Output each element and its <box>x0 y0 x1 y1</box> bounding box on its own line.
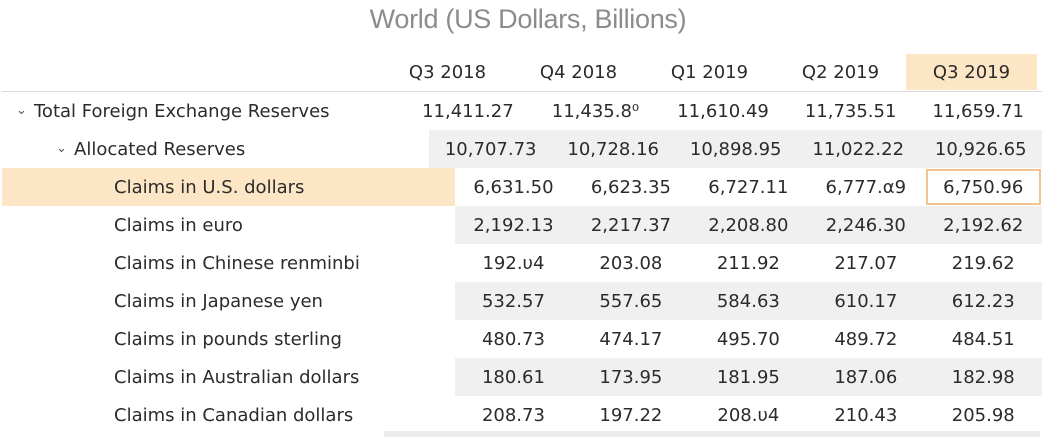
table-cell[interactable]: 210.43 <box>834 404 898 426</box>
table-title: World (US Dollars, Billions) <box>369 4 687 34</box>
table-cell[interactable]: 6,623.35 <box>590 176 671 198</box>
table-cell[interactable]: 2,192.13 <box>454 206 573 244</box>
column-header-row: Q3 2018 Q4 2018 Q1 2019 Q2 2019 Q3 2019 <box>2 53 1042 92</box>
row-label[interactable]: Claims in Australian dollars <box>2 358 455 396</box>
table-cell[interactable]: 10,898.95 <box>674 130 797 168</box>
column-header-q2-2019[interactable]: Q2 2019 <box>801 61 880 83</box>
row-label-text: Allocated Reserves <box>74 138 246 160</box>
table-cell[interactable]: 6,777.α9 <box>825 176 907 198</box>
table-cell[interactable]: 219.62 <box>951 252 1015 274</box>
row-label[interactable]: Claims in U.S. dollars <box>2 168 455 206</box>
data-grid: Q3 2018 Q4 2018 Q1 2019 Q2 2019 Q3 2019 … <box>2 53 1042 434</box>
selected-cell[interactable]: 6,750.96 <box>924 168 1042 206</box>
table-cell[interactable]: 192.υ4 <box>482 252 545 274</box>
table-cell[interactable]: 484.51 <box>951 328 1015 350</box>
row-label[interactable]: Claims in Chinese renminbi <box>2 244 455 282</box>
table-cell[interactable]: 610.17 <box>807 282 925 320</box>
table-row[interactable]: Claims in Japanese yen 532.57 557.65 584… <box>2 282 1042 320</box>
table-cell[interactable]: 180.61 <box>454 358 573 396</box>
table-cell[interactable]: 208.73 <box>481 404 545 426</box>
table-cell[interactable]: 489.72 <box>834 328 898 350</box>
column-header-q3-2018[interactable]: Q3 2018 <box>408 61 487 83</box>
table-row[interactable]: Claims in Canadian dollars 208.73 197.22… <box>2 396 1042 434</box>
table-cell[interactable]: 612.23 <box>924 282 1042 320</box>
row-label-text: Claims in Chinese renminbi <box>114 252 360 274</box>
table-cell[interactable]: 2,246.30 <box>807 206 925 244</box>
table-cell[interactable]: 173.95 <box>572 358 690 396</box>
table-cell[interactable]: 495.70 <box>716 328 780 350</box>
table-cell[interactable]: 187.06 <box>807 358 925 396</box>
table-cell[interactable]: 11,659.71 <box>932 100 1024 122</box>
table-cell[interactable]: 10,728.16 <box>551 130 675 168</box>
next-row-edge <box>384 431 1040 437</box>
chevron-down-icon[interactable]: ⌄ <box>56 141 67 156</box>
table-row[interactable]: ⌄ Total Foreign Exchange Reserves 11,411… <box>2 92 1042 130</box>
row-label[interactable]: Claims in euro <box>2 206 455 244</box>
table-cell[interactable]: 6,631.50 <box>473 176 554 198</box>
table-cell[interactable]: 474.17 <box>599 328 663 350</box>
row-label-text: Claims in U.S. dollars <box>114 176 305 198</box>
table-row[interactable]: Claims in pounds sterling 480.73 474.17 … <box>2 320 1042 358</box>
row-label[interactable]: Claims in Canadian dollars <box>2 396 455 434</box>
column-header-q1-2019[interactable]: Q1 2019 <box>670 61 749 83</box>
table-cell[interactable]: 181.95 <box>689 358 808 396</box>
row-label[interactable]: Claims in Japanese yen <box>2 282 455 320</box>
row-label-text: Claims in Canadian dollars <box>114 404 354 426</box>
table-cell[interactable]: 11,411.27 <box>422 100 514 122</box>
table-cell[interactable]: 6,727.11 <box>708 176 789 198</box>
table-row[interactable]: Claims in euro 2,192.13 2,217.37 2,208.8… <box>2 206 1042 244</box>
row-label-text: Claims in pounds sterling <box>114 328 342 350</box>
table-cell[interactable]: 197.22 <box>599 404 663 426</box>
chevron-down-icon[interactable]: ⌄ <box>16 103 27 118</box>
table-cell[interactable]: 11,735.51 <box>804 100 897 122</box>
table-row[interactable]: Claims in U.S. dollars 6,631.50 6,623.35… <box>2 168 1042 206</box>
table-cell[interactable]: 557.65 <box>572 282 690 320</box>
row-label-text: Total Foreign Exchange Reserves <box>34 100 330 122</box>
table-cell[interactable]: 10,926.65 <box>919 130 1042 168</box>
table-cell[interactable]: 532.57 <box>454 282 573 320</box>
table-cell[interactable]: 211.92 <box>716 252 780 274</box>
table-cell[interactable]: 2,217.37 <box>572 206 690 244</box>
table-cell[interactable]: 10,707.73 <box>429 130 552 168</box>
table-cell[interactable]: 11,022.22 <box>796 130 920 168</box>
row-label-text: Claims in Japanese yen <box>114 290 323 312</box>
row-label[interactable]: ⌄ Allocated Reserves <box>2 130 429 168</box>
table-cell[interactable]: 205.98 <box>951 404 1015 426</box>
row-label[interactable]: ⌄ Total Foreign Exchange Reserves <box>2 92 404 130</box>
table-cell[interactable]: 2,192.62 <box>924 206 1042 244</box>
table-cell[interactable]: 11,610.49 <box>677 100 769 122</box>
table-cell[interactable]: 217.07 <box>834 252 898 274</box>
table-cell[interactable]: 208.υ4 <box>717 404 780 426</box>
row-label-text: Claims in euro <box>114 214 243 236</box>
table-cell[interactable]: 11,435.8⁰ <box>551 100 640 122</box>
column-header-q4-2018[interactable]: Q4 2018 <box>539 61 618 83</box>
table-row[interactable]: ⌄ Allocated Reserves 10,707.73 10,728.16… <box>2 130 1042 168</box>
table-row[interactable]: Claims in Chinese renminbi 192.υ4 203.08… <box>2 244 1042 282</box>
table-cell[interactable]: 203.08 <box>599 252 663 274</box>
column-header-q3-2019[interactable]: Q3 2019 <box>906 54 1037 90</box>
table-cell[interactable]: 584.63 <box>689 282 808 320</box>
header-spacer <box>2 53 382 91</box>
row-label-text: Claims in Australian dollars <box>114 366 360 388</box>
table-cell[interactable]: 182.98 <box>924 358 1042 396</box>
table-row[interactable]: Claims in Australian dollars 180.61 173.… <box>2 358 1042 396</box>
table-cell[interactable]: 480.73 <box>481 328 545 350</box>
table-cell[interactable]: 2,208.80 <box>689 206 808 244</box>
row-label[interactable]: Claims in pounds sterling <box>2 320 455 358</box>
